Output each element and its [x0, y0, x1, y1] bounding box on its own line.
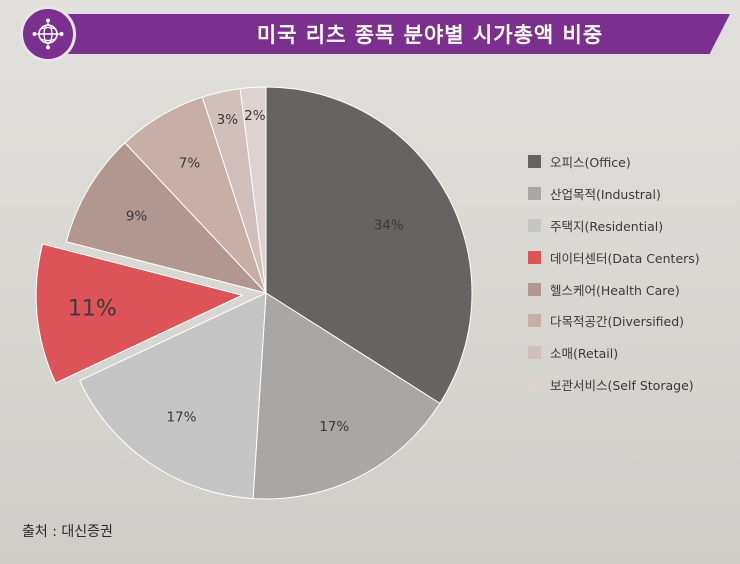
source-note: 출처 : 대신증권: [22, 524, 113, 540]
pie-slice: [265, 86, 473, 405]
slice-value-label: 17%: [319, 419, 349, 435]
slice-value-label: 34%: [374, 218, 404, 234]
pie-slice: [239, 86, 267, 294]
slice-value-label: 2%: [244, 108, 266, 124]
chart-title: 미국 리츠 종목 분야별 시가총액 비중: [256, 23, 604, 47]
legend-item: 보관서비스(Self Storage): [528, 369, 738, 401]
legend-swatch: [528, 314, 541, 328]
legend-label: 데이터센터(Data Centers): [550, 250, 700, 266]
slice-value-label: 9%: [126, 208, 148, 224]
legend-label: 헬스케어(Health Care): [550, 282, 680, 298]
title-banner-bar: [50, 14, 730, 54]
pie-slice: [35, 243, 244, 384]
legend-swatch: [528, 377, 541, 391]
legend-swatch: [528, 250, 541, 264]
legend-item: 소매(Retail): [528, 337, 738, 369]
legend-item: 산업목적(Industral): [528, 178, 738, 210]
legend-label: 보관서비스(Self Storage): [550, 377, 694, 393]
title-banner: 미국 리츠 종목 분야별 시가총액 비중: [20, 6, 730, 62]
slice-value-label: 3%: [217, 112, 239, 128]
legend-label: 소매(Retail): [550, 346, 619, 362]
slice-value-label: 17%: [166, 409, 196, 425]
legend-label: 산업목적(Industral): [550, 187, 661, 203]
legend-label: 오피스(Office): [550, 155, 631, 171]
legend-label: 주택지(Residential): [550, 218, 664, 234]
legend-item: 데이터센터(Data Centers): [528, 241, 738, 273]
legend-swatch: [528, 155, 541, 169]
pie-slice: [78, 292, 267, 500]
legend-swatch: [528, 346, 541, 360]
legend-swatch: [528, 218, 541, 232]
pie-slice: [65, 142, 268, 294]
legend-item: 다목적공간(Diversified): [528, 305, 738, 337]
legend-item: 헬스케어(Health Care): [528, 273, 738, 305]
pie-slice: [252, 292, 441, 500]
legend-item: 주택지(Residential): [528, 210, 738, 242]
legend-swatch: [528, 187, 541, 201]
legend-swatch: [528, 282, 541, 296]
legend-label: 다목적공간(Diversified): [550, 314, 685, 330]
slice-value-label: 11%: [68, 296, 117, 321]
chart-legend: 오피스(Office) 산업목적(Industral) 주택지(Residentia…: [528, 146, 738, 400]
globe-network-icon: [20, 6, 76, 62]
legend-item: 오피스(Office): [528, 146, 738, 178]
slice-value-label: 7%: [179, 156, 201, 172]
